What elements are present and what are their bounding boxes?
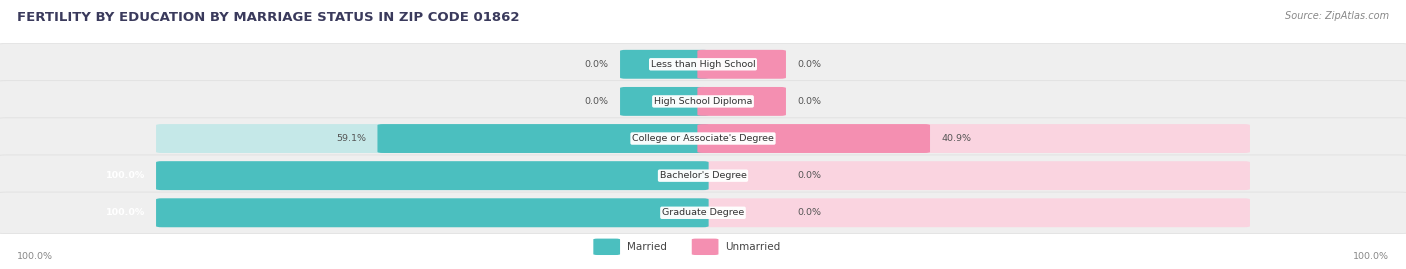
FancyBboxPatch shape xyxy=(156,198,709,227)
FancyBboxPatch shape xyxy=(697,124,1250,153)
Text: 0.0%: 0.0% xyxy=(797,208,821,217)
FancyBboxPatch shape xyxy=(0,155,1406,196)
Text: 0.0%: 0.0% xyxy=(797,60,821,69)
Text: Bachelor's Degree: Bachelor's Degree xyxy=(659,171,747,180)
Text: Unmarried: Unmarried xyxy=(725,242,780,252)
FancyBboxPatch shape xyxy=(156,161,709,190)
Text: 40.9%: 40.9% xyxy=(941,134,972,143)
FancyBboxPatch shape xyxy=(156,161,709,190)
Text: High School Diploma: High School Diploma xyxy=(654,97,752,106)
Text: Less than High School: Less than High School xyxy=(651,60,755,69)
Text: 0.0%: 0.0% xyxy=(797,171,821,180)
FancyBboxPatch shape xyxy=(593,239,620,255)
FancyBboxPatch shape xyxy=(697,87,786,116)
FancyBboxPatch shape xyxy=(697,198,1250,227)
FancyBboxPatch shape xyxy=(0,192,1406,233)
Text: 0.0%: 0.0% xyxy=(585,97,609,106)
Text: 59.1%: 59.1% xyxy=(336,134,366,143)
Text: 100.0%: 100.0% xyxy=(1353,252,1389,261)
Text: 0.0%: 0.0% xyxy=(585,60,609,69)
Text: 100.0%: 100.0% xyxy=(105,171,145,180)
Text: College or Associate's Degree: College or Associate's Degree xyxy=(633,134,773,143)
Text: 100.0%: 100.0% xyxy=(105,208,145,217)
FancyBboxPatch shape xyxy=(156,198,709,227)
FancyBboxPatch shape xyxy=(156,124,709,153)
Text: FERTILITY BY EDUCATION BY MARRIAGE STATUS IN ZIP CODE 01862: FERTILITY BY EDUCATION BY MARRIAGE STATU… xyxy=(17,11,519,24)
FancyBboxPatch shape xyxy=(0,118,1406,159)
Text: 0.0%: 0.0% xyxy=(797,97,821,106)
Text: Married: Married xyxy=(627,242,666,252)
Text: Graduate Degree: Graduate Degree xyxy=(662,208,744,217)
Text: 100.0%: 100.0% xyxy=(17,252,53,261)
FancyBboxPatch shape xyxy=(620,50,709,79)
FancyBboxPatch shape xyxy=(697,124,929,153)
FancyBboxPatch shape xyxy=(377,124,709,153)
Text: Source: ZipAtlas.com: Source: ZipAtlas.com xyxy=(1285,11,1389,21)
FancyBboxPatch shape xyxy=(620,87,709,116)
FancyBboxPatch shape xyxy=(692,239,718,255)
FancyBboxPatch shape xyxy=(697,50,786,79)
FancyBboxPatch shape xyxy=(697,161,1250,190)
FancyBboxPatch shape xyxy=(0,44,1406,85)
FancyBboxPatch shape xyxy=(0,81,1406,122)
